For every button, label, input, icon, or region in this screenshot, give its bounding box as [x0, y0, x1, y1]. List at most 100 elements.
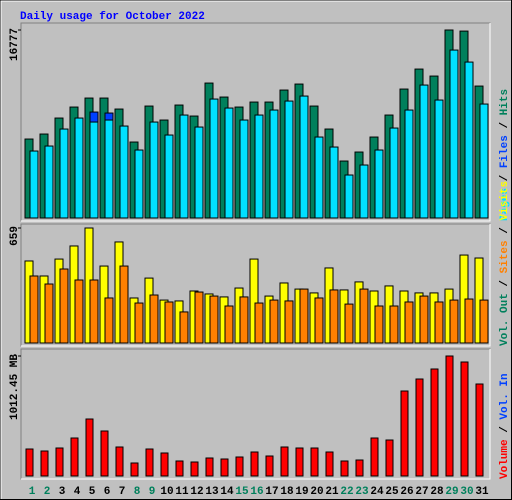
bar — [329, 289, 339, 344]
bar — [284, 300, 294, 344]
x-tick-label: 22 — [340, 486, 353, 498]
plot-bevel — [21, 224, 491, 347]
bar — [194, 126, 204, 219]
bar — [89, 279, 99, 344]
x-tick-label: 11 — [175, 486, 189, 498]
x-tick-label: 7 — [119, 486, 126, 498]
bar — [415, 378, 424, 477]
plot-bevel — [21, 23, 491, 222]
bar — [25, 448, 34, 477]
x-tick-label: 12 — [190, 486, 203, 498]
bar — [449, 299, 459, 344]
bar — [59, 268, 69, 344]
legend-separator: / — [499, 168, 511, 188]
bar — [284, 100, 294, 219]
x-tick-label: 1 — [29, 486, 36, 498]
bar — [314, 297, 324, 344]
x-tick-label: 17 — [265, 486, 278, 498]
bar — [269, 299, 279, 344]
y-tick-label: 659 — [9, 226, 21, 246]
bar — [134, 302, 144, 344]
x-tick-label: 14 — [220, 486, 234, 498]
bar — [85, 418, 94, 477]
bar — [295, 447, 304, 477]
bar — [329, 146, 339, 219]
bar — [434, 301, 444, 344]
bar — [179, 311, 189, 344]
x-tick-label: 10 — [160, 486, 173, 498]
legend-separator: / — [499, 273, 511, 293]
x-tick-label: 2 — [44, 486, 51, 498]
bar — [299, 95, 309, 219]
bar — [475, 383, 484, 477]
bar — [359, 288, 369, 344]
bar — [130, 462, 139, 477]
bar — [115, 446, 124, 477]
bar — [164, 134, 174, 219]
bar — [74, 279, 84, 344]
bar — [250, 451, 259, 477]
legend-separator: / — [499, 115, 511, 135]
bar — [460, 361, 469, 477]
y-tick-label: 16777 — [9, 28, 21, 61]
bar — [175, 460, 184, 477]
bar — [385, 439, 394, 477]
legend: Volume / Vol. In — [499, 373, 511, 479]
bar — [224, 305, 234, 344]
bar — [464, 61, 474, 219]
plot-bevel — [21, 349, 491, 480]
bar — [359, 164, 369, 219]
bar — [149, 294, 159, 344]
bar — [194, 291, 204, 344]
bar — [280, 446, 289, 477]
bar — [119, 265, 129, 344]
x-tick-label: 30 — [460, 486, 473, 498]
bar — [479, 103, 489, 219]
bar — [340, 460, 349, 477]
legend-entry: Visits — [499, 181, 511, 221]
bar — [299, 288, 309, 344]
bar — [145, 448, 154, 477]
x-tick-label: 9 — [149, 486, 156, 498]
bar — [104, 119, 114, 219]
bar — [400, 390, 409, 477]
bar — [449, 49, 459, 219]
legend-entry: Vol. Out — [499, 293, 511, 346]
bar — [314, 136, 324, 219]
bar — [29, 275, 39, 344]
bar — [344, 303, 354, 344]
bar — [374, 149, 384, 219]
legend-entry: Volume — [499, 439, 511, 479]
legend: Pages / Files / Hits — [499, 89, 511, 221]
chart-title: Daily usage for October 2022 — [20, 11, 205, 23]
legend-separator: / — [499, 420, 511, 440]
bar — [209, 98, 219, 219]
x-tick-label: 20 — [310, 486, 323, 498]
legend-entry: Files — [499, 135, 511, 168]
bar — [160, 452, 169, 477]
bar — [220, 458, 229, 477]
bar — [164, 301, 174, 344]
bar — [119, 125, 129, 219]
bar — [249, 258, 259, 344]
bar — [70, 437, 79, 477]
bar — [445, 355, 454, 477]
bar — [44, 283, 54, 344]
x-tick-label: 25 — [385, 486, 399, 498]
bar — [89, 121, 99, 219]
x-tick-label: 29 — [445, 486, 458, 498]
bar — [179, 114, 189, 219]
legend-entry: Pages — [499, 188, 511, 221]
x-tick-label: 21 — [325, 486, 339, 498]
bar — [190, 461, 199, 477]
bar — [325, 451, 334, 477]
bar — [404, 109, 414, 219]
bar — [100, 430, 109, 477]
bar — [434, 99, 444, 219]
x-tick-label: 27 — [415, 486, 428, 498]
bar — [265, 455, 274, 477]
bar — [370, 437, 379, 477]
bar — [104, 297, 114, 344]
